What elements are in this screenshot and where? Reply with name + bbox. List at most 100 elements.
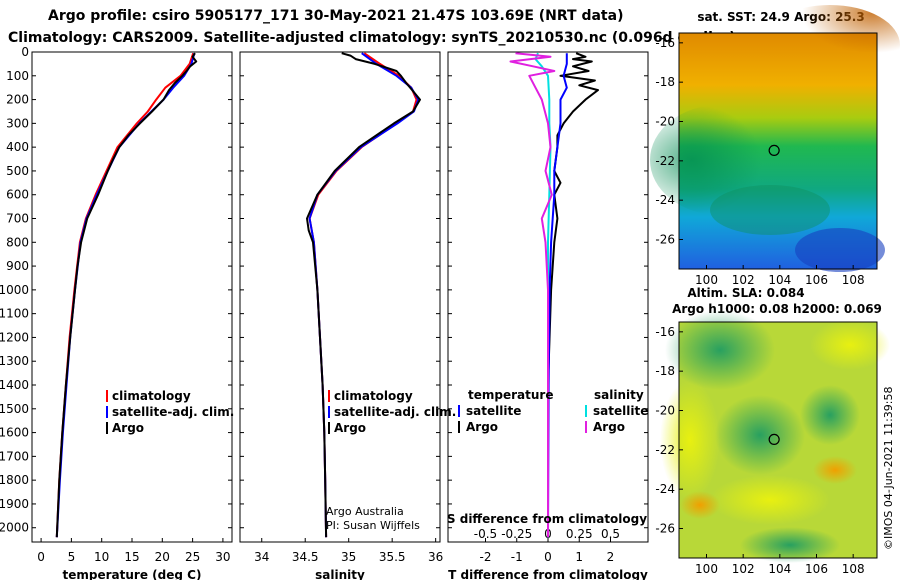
map-xtick-label: 108 — [842, 273, 865, 287]
map-xtick-label: 100 — [695, 562, 718, 576]
ytick-label: 1100 — [0, 307, 29, 321]
sla-anomaly-peak — [680, 491, 720, 519]
map-xtick-label: 104 — [768, 562, 791, 576]
series-line-temperature-argo — [547, 52, 599, 538]
series-line-temperature-satellite — [547, 53, 568, 538]
map-xtick-label: 100 — [695, 273, 718, 287]
map-xtick-label: 108 — [842, 562, 865, 576]
sla-map-frame — [678, 321, 878, 559]
map-ytick-label: -20 — [655, 115, 675, 129]
ytick-label: 200 — [6, 93, 29, 107]
legend-label-climatology: climatology — [334, 389, 413, 403]
map-ytick-label: -20 — [655, 404, 675, 418]
xtick-label: 0 — [37, 550, 45, 564]
map-xtick-label: 102 — [732, 273, 755, 287]
xtick-label: 20 — [155, 550, 170, 564]
legend-label-argo: Argo — [112, 421, 144, 435]
legend-label-s-argo: Argo — [593, 420, 625, 434]
sst-anomaly-blue — [795, 228, 885, 272]
xtick-label: 35.5 — [379, 550, 406, 564]
temperature-legend: climatology satellite-adj. clim. Argo — [106, 389, 234, 435]
sst-map-frame — [678, 32, 878, 270]
ytick-label: 100 — [6, 69, 29, 83]
legend-label-s-satellite: satellite — [593, 404, 648, 418]
salinity-legend: climatology satellite-adj. clim. Argo Ar… — [326, 389, 456, 532]
series-line-salinity-argo — [509, 52, 556, 538]
sst-anomaly-cool — [650, 105, 790, 215]
salinity-xlabel: salinity — [315, 568, 365, 580]
map-ytick-label: -26 — [655, 233, 675, 247]
map-ytick-label: -22 — [655, 154, 675, 168]
legend-label-climatology: climatology — [112, 389, 191, 403]
ytick-label: 1800 — [0, 473, 29, 487]
ytick-label: 900 — [6, 259, 29, 273]
xtick-label: 34 — [254, 550, 269, 564]
map-xtick-label: 106 — [805, 562, 828, 576]
difference-xlabel: T difference from climatology — [448, 568, 648, 580]
temperature-xlabel: temperature (deg C) — [63, 568, 202, 580]
legend-heading-salinity: salinity — [594, 388, 644, 402]
map-ytick-label: -22 — [655, 443, 675, 457]
s-tick-label: -0.5 — [474, 527, 497, 541]
ytick-label: 700 — [6, 212, 29, 226]
xtick-label: 15 — [124, 550, 139, 564]
ytick-label: 400 — [6, 140, 29, 154]
map-xtick-label: 102 — [732, 562, 755, 576]
map-ytick-label: -16 — [655, 325, 675, 339]
s-tick-label: 0.25 — [566, 527, 593, 541]
argo-location-marker — [768, 433, 780, 446]
ytick-label: 1300 — [0, 354, 29, 368]
xtick-label: 35 — [341, 550, 356, 564]
ytick-label: 1500 — [0, 402, 29, 416]
map-ytick-label: -18 — [655, 364, 675, 378]
credit-line-2: PI: Susan Wijffels — [326, 519, 420, 532]
sla-anomaly-high — [710, 475, 830, 525]
ytick-label: 800 — [6, 235, 29, 249]
ytick-label: 1000 — [0, 283, 29, 297]
xtick-label: -1 — [511, 550, 523, 564]
title-line-1: Argo profile: csiro 5905177_171 30-May-2… — [48, 8, 623, 24]
sla-anomaly-high — [810, 320, 890, 370]
series-line-argo — [55, 52, 198, 538]
sla-map — [660, 310, 890, 563]
ytick-label: 500 — [6, 164, 29, 178]
s-tick-label: 0.5 — [601, 527, 620, 541]
legend-label-t-argo: Argo — [466, 420, 498, 434]
xtick-label: -2 — [480, 550, 492, 564]
sst-map — [650, 5, 900, 272]
map-ytick-label: -16 — [655, 36, 675, 50]
legend-label-satellite: satellite-adj. clim. — [334, 405, 456, 419]
ytick-label: 1600 — [0, 426, 29, 440]
series-line-satellite-adj-clim- — [55, 52, 196, 538]
ytick-label: 1900 — [0, 497, 29, 511]
ytick-label: 1200 — [0, 330, 29, 344]
sla-anomaly-low — [800, 385, 860, 445]
title-line-2: Climatology: CARS2009. Satellite-adjuste… — [8, 30, 736, 46]
ytick-label: 600 — [6, 188, 29, 202]
map-ytick-label: -24 — [655, 193, 675, 207]
ytick-label: 300 — [6, 116, 29, 130]
xtick-label: 10 — [94, 550, 109, 564]
series-line-climatology — [55, 52, 195, 538]
xtick-label: 36 — [428, 550, 443, 564]
legend-heading-temperature: temperature — [468, 388, 553, 402]
ytick-label: 2000 — [0, 521, 29, 535]
difference-legend: temperature salinity satellite Argo sate… — [458, 388, 648, 434]
sla-anomaly-low — [740, 527, 840, 563]
ytick-label: 1400 — [0, 378, 29, 392]
map-xtick-label: 104 — [768, 273, 791, 287]
legend-label-t-satellite: satellite — [466, 404, 521, 418]
sla-anomaly-low — [715, 395, 805, 475]
map-ytick-label: -18 — [655, 75, 675, 89]
sla-map-title-1: Altim. SLA: 0.084 — [687, 286, 804, 300]
map-ytick-label: -26 — [655, 522, 675, 536]
s-difference-label: S difference from climatology — [447, 512, 647, 526]
ytick-label: 0 — [21, 45, 29, 59]
ytick-label: 1700 — [0, 449, 29, 463]
argo-location-marker — [768, 144, 780, 157]
s-tick-label: -0.25 — [501, 527, 532, 541]
xtick-label: 1 — [575, 550, 583, 564]
sst-anomaly-green — [710, 185, 830, 235]
imos-stamp: ©IMOS 04-Jun-2021 11:39:58 — [882, 386, 895, 550]
sla-anomaly-peak — [813, 456, 857, 484]
